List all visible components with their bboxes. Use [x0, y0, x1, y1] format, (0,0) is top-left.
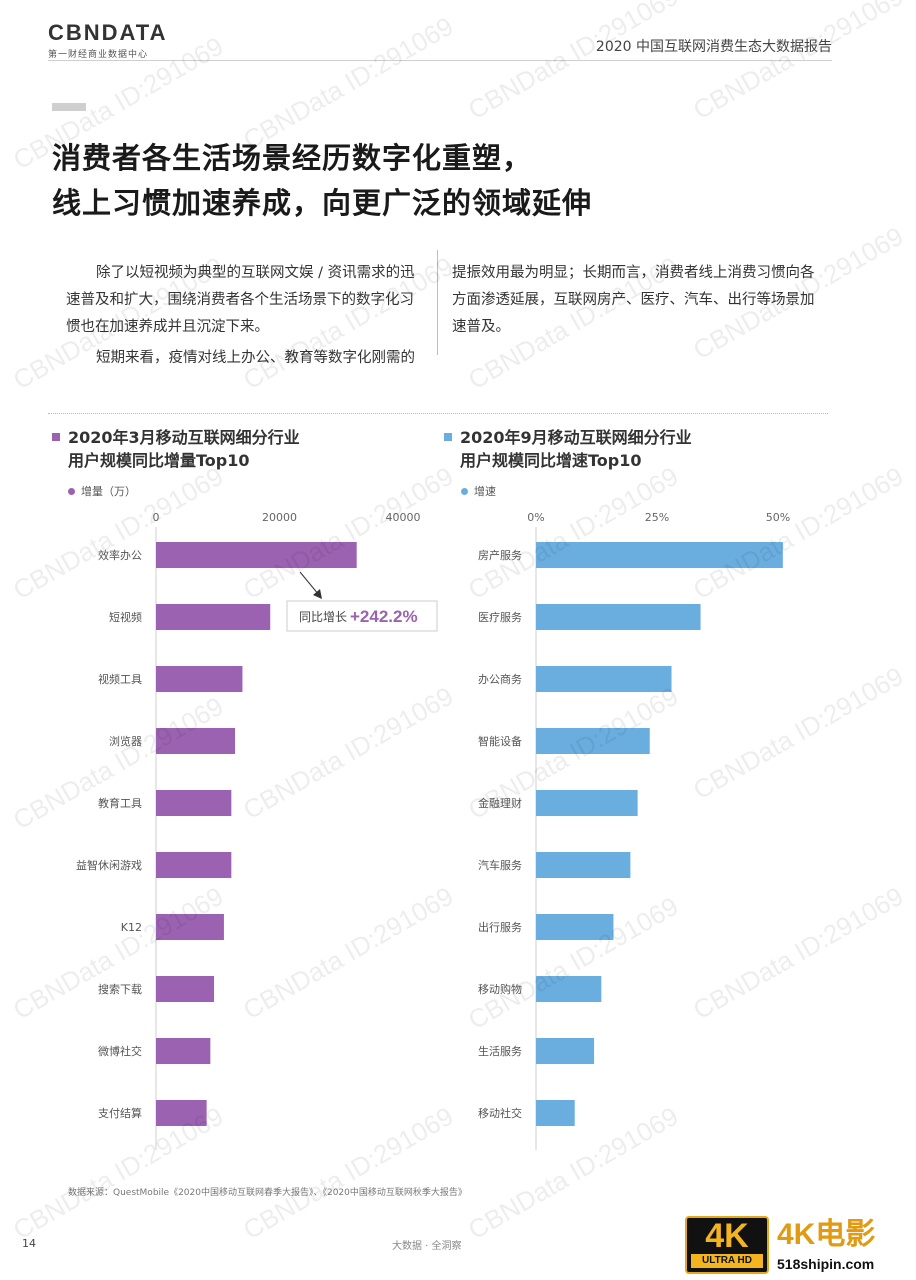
watermark-text: CBNData ID:291069 [688, 0, 908, 125]
left-chart-tick-label: 0 [153, 511, 160, 524]
title-square-marker [444, 433, 452, 441]
title-accent-bar [52, 103, 86, 111]
body-column-left: 除了以短视频为典型的互联网文娱 / 资讯需求的迅速普及和扩大，围绕消费者各个生活… [66, 260, 426, 376]
left-chart-category-label: 益智休闲游戏 [76, 858, 142, 872]
4k-movie-badge: 4K ULTRA HD 4K电影 518shipin.com [685, 1216, 909, 1274]
left-chart-tick-label: 20000 [262, 511, 297, 524]
section-divider [48, 413, 828, 414]
right-chart-category-label: 金融理财 [478, 796, 522, 810]
watermark-text: CBNData ID:291069 [463, 0, 683, 125]
right-chart-category-label: 移动社交 [478, 1106, 522, 1120]
right-chart-bar [536, 666, 672, 692]
left-chart-bar [156, 728, 236, 754]
right-chart-category-label: 生活服务 [478, 1044, 522, 1058]
annotation-value: +242.2% [350, 607, 418, 626]
annotation-label: 同比增长 [299, 610, 347, 624]
right-chart-tick-label: 0% [527, 511, 544, 524]
cbndata-logo: CBNDATA 第一财经商业数据中心 [48, 20, 168, 61]
annotation-arrowhead-icon [313, 589, 322, 599]
data-source-note: 数据来源：QuestMobile《2020中国移动互联网春季大报告》、《2020… [68, 1188, 467, 1198]
logo-wordmark: CBNDATA [48, 20, 168, 45]
body-paragraph: 短期来看，疫情对线上办公、教育等数字化刚需的 [96, 350, 415, 366]
right-chart-legend: 增速 [461, 483, 496, 499]
right-chart-title-line1: 2020年9月移动互联网细分行业 [460, 428, 692, 447]
body-paragraph: 除了以短视频为典型的互联网文娱 / 资讯需求的迅速普及和扩大，围绕消费者各个生活… [66, 265, 415, 335]
left-chart-bar [156, 852, 232, 878]
right-chart-bar [536, 1100, 575, 1126]
right-chart-title-line2: 用户规模同比增速Top10 [460, 451, 642, 470]
annotation-box [286, 600, 438, 632]
left-chart-bar [156, 542, 357, 568]
watermark-text: CBNData ID:291069 [238, 11, 458, 155]
right-chart-bar [536, 1038, 595, 1064]
right-chart-bar [536, 604, 701, 630]
page-headline-line2: 线上习惯加速养成，向更广泛的领域延伸 [52, 186, 593, 220]
left-chart-category-label: 短视频 [109, 610, 142, 624]
right-chart-category-label: 出行服务 [478, 920, 522, 934]
left-chart-category-label: 效率办公 [98, 548, 142, 562]
right-chart-tick-label: 25% [645, 511, 669, 524]
badge-brand-text: 4K电影 [777, 1218, 876, 1251]
left-chart-category-label: 微博社交 [98, 1044, 142, 1058]
left-chart-category-label: 浏览器 [109, 734, 142, 748]
right-chart-category-label: 房产服务 [478, 548, 522, 562]
left-chart-bar [156, 914, 224, 940]
badge-ultra-hd-text: ULTRA HD [691, 1254, 763, 1268]
right-chart-bar [536, 914, 614, 940]
left-chart-category-label: 支付结算 [98, 1106, 142, 1120]
footer-slogan: 大数据 · 全洞察 [392, 1241, 462, 1252]
right-chart-bar [536, 790, 638, 816]
right-chart-category-label: 汽车服务 [478, 858, 522, 872]
right-bar-chart: 0% 25% 50% 房产服务医疗服务办公商务智能设备金融理财汽车服务出行服务移动购物… [478, 511, 790, 1150]
right-chart-bar [536, 852, 631, 878]
left-chart-category-label: K12 [121, 921, 142, 934]
report-title: 2020 中国互联网消费生态大数据报告 [595, 39, 832, 55]
right-chart-category-label: 医疗服务 [478, 610, 522, 624]
right-chart-category-label: 移动购物 [478, 982, 522, 996]
left-chart-bar [156, 976, 215, 1002]
left-chart-title: 2020年3月移动互联网细分行业 用户规模同比增量Top10 [52, 426, 300, 472]
left-chart-legend: 增量（万） [68, 483, 136, 499]
right-chart-bar [536, 542, 783, 568]
left-chart-title-line1: 2020年3月移动互联网细分行业 [68, 428, 300, 447]
body-paragraph: 提振效用最为明显；长期而言，消费者线上消费习惯向各方面渗透延展，互联网房产、医疗… [452, 265, 815, 335]
left-chart-bar [156, 1100, 207, 1126]
badge-url-text: 518shipin.com [777, 1256, 875, 1272]
right-chart-bar [536, 976, 602, 1002]
title-square-marker [52, 433, 60, 441]
right-legend-label: 增速 [474, 485, 496, 498]
left-chart-title-line2: 用户规模同比增量Top10 [68, 451, 250, 470]
left-legend-label: 增量（万） [81, 485, 136, 498]
right-chart-title: 2020年9月移动互联网细分行业 用户规模同比增速Top10 [444, 426, 692, 472]
right-chart-tick-label: 50% [766, 511, 790, 524]
left-chart-category-label: 教育工具 [98, 796, 142, 810]
badge-4k-text: 4K [705, 1217, 749, 1255]
page-number: 14 [22, 1237, 36, 1250]
left-chart-category-label: 视频工具 [98, 672, 142, 686]
left-chart-bar [156, 1038, 211, 1064]
header-divider [48, 60, 832, 61]
annotation-pointer [299, 571, 320, 596]
left-chart-bar [156, 790, 232, 816]
left-chart-category-label: 搜索下载 [98, 982, 142, 996]
4k-ultra-hd-logo: 4K ULTRA HD [685, 1216, 769, 1274]
page-headline-line1: 消费者各生活场景经历数字化重塑， [52, 141, 533, 175]
left-chart-bar [156, 604, 271, 630]
left-chart-bar [156, 666, 243, 692]
left-chart-tick-label: 40000 [386, 511, 421, 524]
legend-dot-icon [461, 488, 468, 495]
logo-subtitle: 第一财经商业数据中心 [48, 50, 149, 60]
body-column-right: 提振效用最为明显；长期而言，消费者线上消费习惯向各方面渗透延展，互联网房产、医疗… [452, 260, 824, 345]
right-chart-category-label: 智能设备 [478, 734, 522, 748]
right-chart-category-label: 办公商务 [478, 672, 522, 686]
column-divider [437, 250, 438, 355]
legend-dot-icon [68, 488, 75, 495]
right-chart-bar [536, 728, 650, 754]
